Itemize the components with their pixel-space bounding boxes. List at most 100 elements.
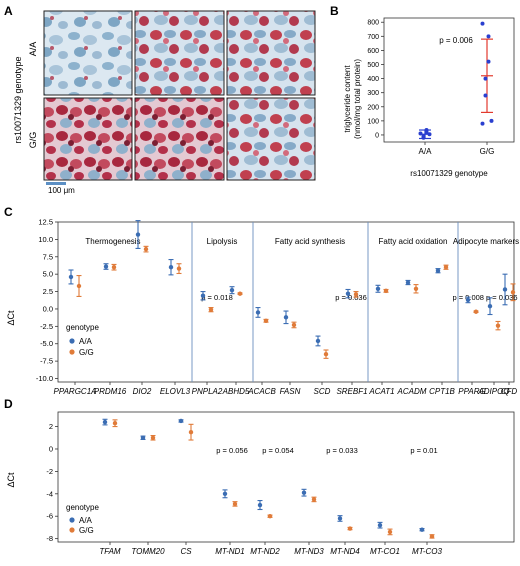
c-group-title: Fatty acid oxidation — [379, 237, 448, 246]
d-plot-frame — [57, 411, 515, 543]
c-ytick-label: -10.0 — [36, 374, 53, 383]
c-aa-point — [229, 287, 235, 293]
c-gg-point — [143, 246, 149, 252]
c-xtick-label: ACAT1 — [368, 387, 394, 396]
d-aa-point — [377, 522, 383, 528]
d-xtick-label: TOMM20 — [131, 547, 165, 556]
d-ylabel: ΔCt — [6, 472, 16, 488]
d-legend-marker — [69, 527, 75, 533]
d-xtick-label: MT-CO1 — [370, 547, 400, 556]
b-data-point — [483, 76, 488, 81]
c-xtick-label: SREBF1 — [336, 387, 367, 396]
panel-label-a: A — [4, 4, 13, 18]
d-gg-point — [387, 529, 393, 535]
c-gg-point — [495, 323, 501, 328]
c-xtick-label: ACACB — [247, 387, 276, 396]
d-ytick-label: 2 — [49, 422, 53, 431]
d-gg-point — [150, 435, 156, 440]
c-gg-point — [237, 291, 243, 296]
c-aa-point — [375, 286, 381, 291]
d-aa-point — [102, 419, 108, 425]
b-ytick-label: 800 — [367, 20, 379, 27]
micrograph-gg-2 — [134, 97, 225, 181]
d-gg-point — [267, 514, 273, 519]
c-xtick-label: ABHD5 — [222, 387, 250, 396]
b-data-point — [424, 128, 429, 133]
d-legend-title: genotype — [66, 503, 99, 512]
scale-bar-label: 100 μm — [48, 186, 75, 195]
c-gg-point — [510, 290, 516, 295]
c-legend-marker — [69, 349, 75, 355]
b-data-point — [486, 59, 491, 64]
d-gg-point — [232, 501, 238, 507]
c-ytick-label: 12.5 — [38, 218, 53, 227]
micrograph-aa-2 — [134, 10, 225, 96]
c-gg-point — [413, 286, 419, 291]
b-data-point — [486, 34, 491, 39]
b-data-point — [480, 21, 485, 26]
genotype-axis-label: rs10071329 genotype — [13, 56, 23, 143]
panel-label-c: C — [4, 205, 13, 219]
c-gg-point — [263, 318, 269, 323]
b-ytick-label: 300 — [367, 90, 379, 97]
micrograph-gg-3 — [226, 97, 316, 181]
micrograph-aa-3 — [226, 10, 316, 96]
row-label-aa: A/A — [28, 42, 38, 57]
c-xtick-label: PPARGC1A — [54, 387, 97, 396]
d-xtick-label: TFAM — [99, 547, 121, 556]
d-aa-point — [257, 502, 263, 508]
d-pvalue: p = 0.033 — [326, 446, 358, 455]
c-pvalue: p = 0.036 — [335, 293, 367, 302]
d-chart-content: -8 -6 -4 -2 0 2 TFAM TOMM20 CS MT-ND1 MT-ND2 MT-ND3… — [46, 418, 443, 556]
c-aa-point — [465, 297, 471, 303]
c-plot-frame — [57, 221, 515, 383]
c-gg-point — [473, 309, 479, 314]
b-data-point — [480, 121, 485, 126]
c-ytick-label: -5.0 — [40, 339, 53, 348]
b-ytick-label: 200 — [367, 104, 379, 111]
c-ytick-label: -7.5 — [40, 357, 53, 366]
c-gg-point — [383, 288, 389, 294]
d-xtick-label: MT-ND1 — [215, 547, 244, 556]
c-aa-point — [405, 280, 411, 285]
d-pvalue: p = 0.01 — [410, 446, 437, 455]
c-ytick-label: 2.5 — [43, 287, 53, 296]
d-legend-label: A/A — [79, 516, 93, 525]
b-xtick-label: A/A — [419, 147, 433, 156]
b-ytick-label: 400 — [367, 76, 379, 83]
b-ytick-label: 100 — [367, 118, 379, 125]
d-legend-label: G/G — [79, 526, 94, 535]
c-xtick-label: CFD — [501, 387, 518, 396]
c-ytick-label: 0.0 — [43, 304, 53, 313]
c-ylabel: ΔCt — [6, 310, 16, 326]
c-group-title: Fatty acid synthesis — [275, 237, 345, 246]
c-xtick-label: ELOVL3 — [160, 387, 191, 396]
panel-label-b: B — [330, 4, 339, 18]
c-xtick-label: PPARG — [458, 387, 485, 396]
d-xtick-label: CS — [180, 547, 192, 556]
row-label-gg: G/G — [28, 132, 38, 149]
d-xtick-label: MT-ND2 — [250, 547, 280, 556]
c-pvalue: p = 0.018 — [201, 293, 233, 302]
b-ylabel-2: (nmol/mg total protein) — [353, 59, 362, 139]
c-ytick-label: 10.0 — [38, 235, 53, 244]
scale-bar — [46, 182, 66, 185]
d-ytick-label: -8 — [46, 534, 53, 543]
d-gg-point — [188, 429, 194, 435]
b-y-axis: 0 100 200 300 400 500 600 700 800 — [367, 20, 384, 139]
c-aa-point — [435, 268, 441, 273]
b-xlabel: rs10071329 genotype — [410, 169, 488, 178]
d-ytick-label: -2 — [46, 467, 53, 476]
c-aa-point — [135, 232, 141, 237]
c-gg-point — [443, 265, 449, 270]
b-data-point — [489, 118, 494, 123]
d-xtick-label: MT-ND4 — [330, 547, 360, 556]
b-xtick-label: G/G — [480, 147, 495, 156]
d-aa-point — [301, 490, 307, 495]
b-pvalue: p = 0.006 — [439, 36, 473, 45]
b-data-point — [418, 131, 423, 136]
c-gg-point — [176, 266, 182, 271]
panel-label-d: D — [4, 397, 13, 411]
c-xtick-label: ACADM — [397, 387, 427, 396]
